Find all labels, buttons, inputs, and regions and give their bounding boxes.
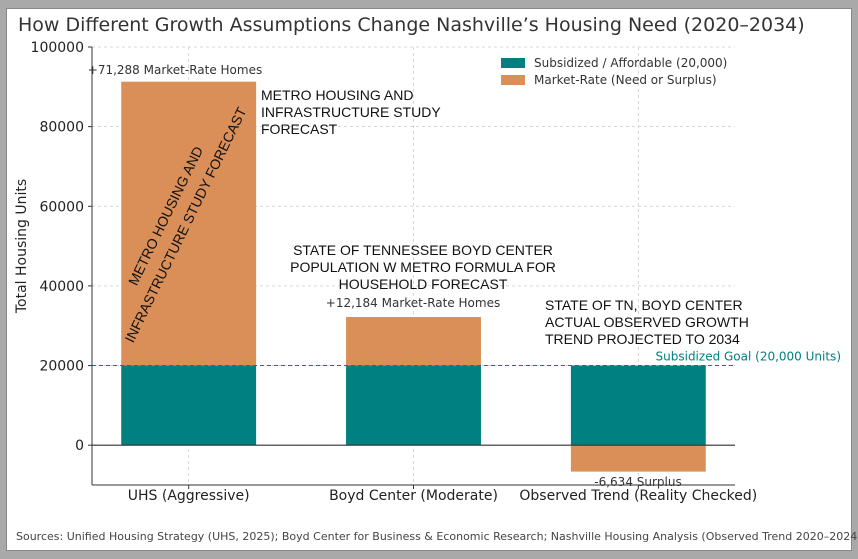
annotation-text: ACTUAL OBSERVED GROWTH [545, 314, 749, 330]
legend-label: Market-Rate (Need or Surplus) [534, 73, 717, 87]
bar-market-rate [346, 317, 481, 366]
annotation-text: FORECAST [261, 121, 338, 137]
data-label: +71,288 Market-Rate Homes [88, 63, 262, 77]
annotation-text: TREND PROJECTED TO 2034 [545, 331, 740, 347]
chart-title: How Different Growth Assumptions Change … [18, 14, 805, 36]
annotation-text: STATE OF TN, BOYD CENTER [545, 297, 743, 313]
annotation-text: INFRASTRUCTURE STUDY [261, 104, 441, 120]
x-tick-label: Observed Trend (Reality Checked) [519, 488, 757, 504]
bar-subsidized [346, 365, 481, 446]
legend-label: Subsidized / Affordable (20,000) [534, 56, 727, 70]
x-tick-label: UHS (Aggressive) [128, 488, 250, 504]
data-label: -6,634 Surplus [594, 475, 681, 489]
y-tick-label: 20000 [39, 359, 84, 375]
y-tick-label: 40000 [39, 279, 84, 295]
y-tick-label: 100000 [31, 40, 84, 56]
y-tick-label: 60000 [39, 199, 84, 215]
annotation-text: METRO HOUSING AND [261, 87, 413, 103]
annotation-text: HOUSEHOLD FORECAST [339, 276, 508, 292]
bar-market-rate [121, 81, 257, 366]
x-tick-label: Boyd Center (Moderate) [329, 488, 498, 504]
bar-subsidized [570, 365, 706, 446]
legend-swatch [501, 58, 525, 68]
y-tick-label: 80000 [39, 120, 84, 136]
reference-line-label: Subsidized Goal (20,000 Units) [656, 350, 841, 364]
y-axis-label: Total Housing Units [14, 179, 30, 314]
data-label: +12,184 Market-Rate Homes [326, 296, 500, 310]
bar-subsidized [121, 365, 257, 446]
legend-swatch [501, 75, 525, 85]
y-tick-label: 0 [75, 438, 84, 454]
annotation-text: POPULATION W METRO FORMULA FOR [290, 259, 556, 275]
source-note: Sources: Unified Housing Strategy (UHS, … [16, 530, 858, 543]
bar-market-rate [570, 445, 706, 472]
annotation-text: STATE OF TENNESSEE BOYD CENTER [293, 242, 553, 258]
